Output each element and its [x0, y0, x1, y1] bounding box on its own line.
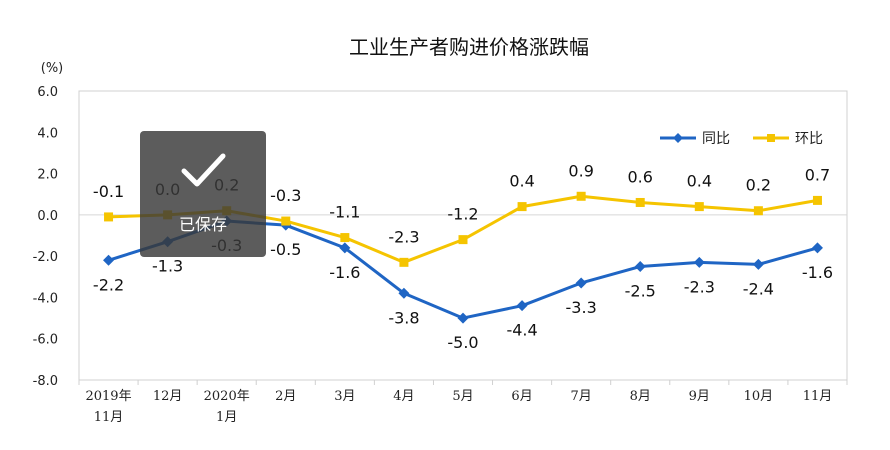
data-point: [812, 195, 822, 205]
y-tick-label: -2.0: [33, 250, 58, 265]
data-label: -1.1: [329, 203, 360, 222]
data-point: [634, 260, 646, 272]
legend-marker: [673, 133, 683, 143]
x-tick-label: 8月: [630, 389, 651, 404]
data-label: -2.3: [388, 227, 419, 246]
data-point: [457, 312, 469, 324]
data-label: 0.7: [805, 165, 830, 184]
data-label: -3.3: [566, 298, 597, 317]
x-tick-label: 11月: [803, 389, 833, 404]
x-tick-label: 11月: [94, 410, 124, 425]
checkmark-icon: [181, 153, 226, 187]
data-label: 0.4: [687, 172, 712, 191]
plot-area-border: [78, 90, 848, 381]
y-tick-label: 6.0: [37, 85, 58, 100]
legend-marker: [767, 134, 775, 142]
data-label: -2.3: [684, 277, 715, 296]
x-tick-label: 5月: [452, 389, 473, 404]
y-tick-label: -6.0: [33, 333, 58, 348]
data-label: -2.4: [743, 279, 774, 298]
data-point: [693, 256, 705, 268]
x-tick-label: 7月: [571, 389, 592, 404]
legend-label: 同比: [702, 131, 730, 147]
data-point: [575, 277, 587, 289]
data-point: [103, 254, 115, 266]
data-label: -1.2: [447, 205, 478, 224]
data-label: -3.8: [388, 308, 419, 327]
data-label: -1.3: [152, 257, 183, 276]
y-unit-label: (%): [41, 61, 64, 76]
data-point: [811, 242, 823, 254]
data-label: -0.3: [270, 186, 301, 205]
data-point: [694, 202, 704, 212]
data-label: -1.6: [802, 263, 833, 282]
x-tick-label: 3月: [334, 389, 355, 404]
x-tick-label: 1月: [216, 410, 237, 425]
data-label: -5.0: [447, 333, 478, 352]
y-tick-label: 4.0: [37, 126, 58, 141]
y-tick-label: 0.0: [37, 209, 58, 224]
y-tick-label: -4.0: [33, 291, 58, 306]
data-point: [281, 216, 291, 226]
data-point: [576, 191, 586, 201]
saved-toast: 已保存: [140, 131, 266, 257]
toast-label: 已保存: [178, 215, 227, 234]
data-label: -2.5: [625, 281, 656, 300]
x-tick-label: 2019年: [85, 389, 131, 404]
data-point: [458, 235, 468, 245]
data-point: [104, 212, 114, 222]
data-label: -0.1: [93, 182, 124, 201]
data-point: [516, 300, 528, 312]
x-tick-label: 12月: [153, 389, 183, 404]
data-point: [398, 287, 410, 299]
data-label: 0.9: [568, 161, 593, 180]
data-point: [517, 202, 527, 212]
data-point: [635, 197, 645, 207]
y-tick-label: -8.0: [33, 374, 58, 389]
data-label: -1.6: [329, 263, 360, 282]
x-tick-label: 6月: [511, 389, 532, 404]
data-point: [399, 257, 409, 267]
data-label: 0.2: [746, 176, 771, 195]
x-tick-label: 2020年: [204, 389, 250, 404]
data-point: [340, 233, 350, 243]
data-point: [339, 242, 351, 254]
data-label: -2.2: [93, 275, 124, 294]
x-tick-label: 10月: [744, 389, 774, 404]
data-label: -4.4: [506, 321, 537, 340]
x-tick-label: 4月: [393, 389, 414, 404]
x-tick-label: 9月: [689, 389, 710, 404]
data-label: 0.6: [628, 167, 653, 186]
y-tick-label: 2.0: [37, 168, 58, 183]
data-label: -0.5: [270, 240, 301, 259]
data-point: [753, 206, 763, 216]
chart-title: 工业生产者购进价格涨跌幅: [349, 35, 589, 59]
data-point: [752, 258, 764, 270]
legend-label: 环比: [795, 131, 823, 147]
x-tick-label: 2月: [275, 389, 296, 404]
data-label: 0.4: [509, 172, 534, 191]
